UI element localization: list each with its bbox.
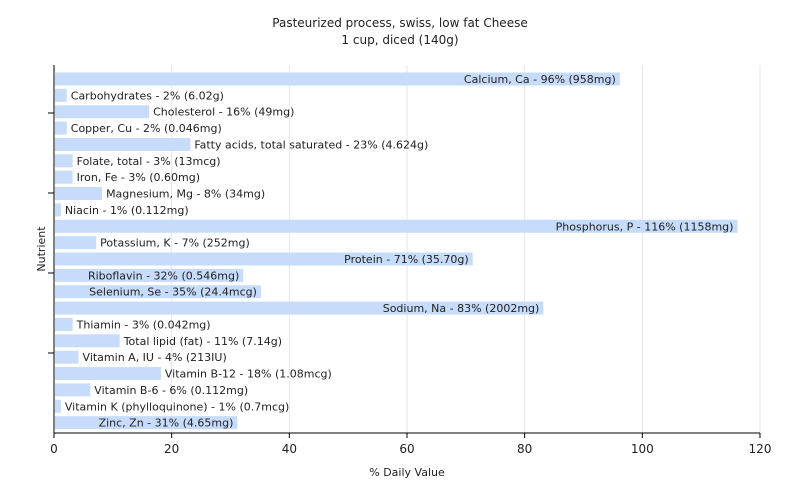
x-tick-label: 60: [399, 442, 414, 456]
bar: [55, 350, 79, 364]
bar-label: Vitamin B-6 - 6% (0.112mg): [94, 384, 248, 397]
bar-label: Magnesium, Mg - 8% (34mg): [106, 188, 265, 201]
bar-label: Riboflavin - 32% (0.546mg): [88, 269, 239, 282]
bar: [55, 334, 120, 348]
bar-label: Protein - 71% (35.70g): [344, 253, 469, 266]
bar: [55, 187, 103, 201]
x-ticks: 0 20 40 60 80 100 120: [48, 112, 772, 456]
x-tick-label: 100: [631, 442, 654, 456]
bar-label: Zinc, Zn - 31% (4.65mg): [99, 417, 234, 430]
bar: [55, 219, 738, 233]
x-tick-label: 20: [164, 442, 179, 456]
bar: [55, 203, 61, 217]
bar: [55, 88, 67, 102]
chart-title: Pasteurized process, swiss, low fat Chee…: [272, 16, 527, 30]
bar: [55, 105, 150, 119]
bar-label: Phosphorus, P - 116% (1158mg): [556, 220, 734, 233]
bar: [55, 137, 191, 151]
bar-label: Fatty acids, total saturated - 23% (4.62…: [194, 138, 428, 151]
x-tick-label: 80: [517, 442, 532, 456]
bar: [55, 285, 261, 299]
bar: [55, 121, 67, 135]
bars: Calcium, Ca - 96% (958mg) Carbohydrates -…: [55, 72, 738, 430]
bar: [55, 268, 244, 282]
x-axis-title: % Daily Value: [369, 466, 445, 479]
bar-label: Vitamin B-12 - 18% (1.08mcg): [165, 368, 332, 381]
bar-label: Vitamin A, IU - 4% (213IU): [83, 351, 227, 364]
bar-label: Copper, Cu - 2% (0.046mg): [71, 122, 222, 135]
bar: [55, 367, 161, 381]
bar: [55, 72, 620, 86]
bar-label: Iron, Fe - 3% (0.60mg): [77, 171, 200, 184]
bar-label: Potassium, K - 7% (252mg): [100, 237, 250, 250]
bar-label: Vitamin K (phylloquinone) - 1% (0.7mcg): [65, 400, 289, 413]
bar: [55, 301, 544, 315]
chart-subtitle: 1 cup, diced (140g): [341, 33, 458, 47]
bar-label: Carbohydrates - 2% (6.02g): [71, 89, 224, 102]
y-axis-title: Nutrient: [35, 226, 48, 272]
bar: [55, 252, 473, 266]
bar-label: Total lipid (fat) - 11% (7.14g): [123, 335, 282, 348]
bar: [55, 383, 91, 397]
bar: [55, 236, 97, 250]
bar: [55, 170, 73, 184]
bar-label: Calcium, Ca - 96% (958mg): [464, 73, 616, 86]
bar-label: Sodium, Na - 83% (2002mg): [383, 302, 540, 315]
x-tick-label: 40: [282, 442, 297, 456]
bar: [55, 399, 61, 413]
bar-label: Cholesterol - 16% (49mg): [153, 106, 294, 119]
x-tick-label: 0: [50, 442, 58, 456]
bar-label: Folate, total - 3% (13mcg): [77, 155, 221, 168]
bar-label: Selenium, Se - 35% (24.4mcg): [89, 286, 257, 299]
gridlines: [171, 65, 761, 433]
bar-label: Niacin - 1% (0.112mg): [65, 204, 189, 217]
bar: [55, 154, 73, 168]
x-tick-label: 120: [749, 442, 772, 456]
bar: [55, 317, 73, 331]
bar-label: Thiamin - 3% (0.042mg): [76, 318, 211, 331]
bar: [55, 416, 238, 430]
